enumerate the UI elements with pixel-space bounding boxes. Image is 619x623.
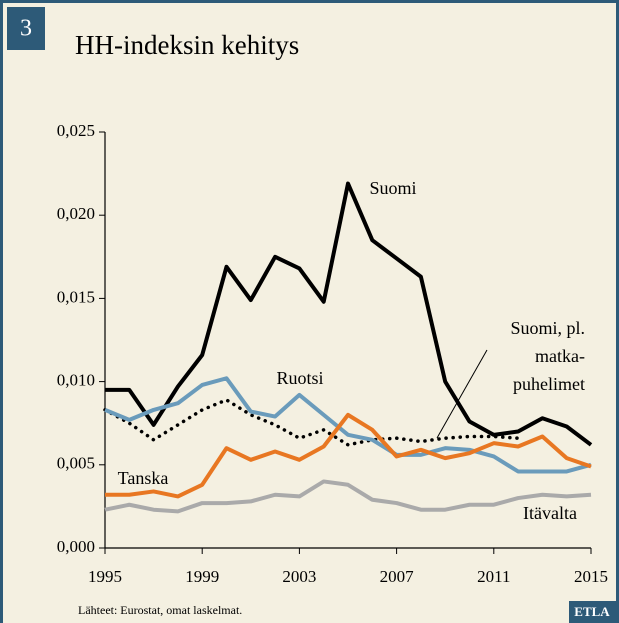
y-tick-label: 0,020 [57,204,95,223]
badge-box [7,7,45,50]
chart-title: HH-indeksin kehitys [75,30,299,60]
pointer-line [436,349,488,439]
series-label: Suomi, pl. [510,318,585,338]
y-tick-label: 0,010 [57,371,95,390]
series-line [103,398,520,447]
series-line [104,479,592,514]
y-tick-label: 0,015 [57,287,95,306]
series-line [105,181,593,447]
series-label: Suomi [369,178,416,198]
x-tick-label: 1995 [88,567,122,586]
x-tick-label: 2007 [380,567,415,586]
series-label: matka- [535,346,585,366]
badge: 3 [20,16,32,42]
y-tick-label: 0,000 [57,537,95,556]
x-tick-label: 2011 [477,567,510,586]
logo-box [569,601,619,623]
y-tick-label: 0,025 [57,121,95,140]
logo: ETLA [574,604,610,619]
series-line [104,376,592,474]
series-label: Tanska [118,468,169,488]
series-line [105,412,592,499]
series-label: Ruotsi [276,368,323,388]
x-tick-label: 1999 [185,567,219,586]
x-tick-label: 2003 [282,567,316,586]
series-label: Itävalta [523,503,577,523]
y-tick-label: 0,005 [57,454,95,473]
x-tick-label: 2015 [574,567,608,586]
series-label: puhelimet [513,374,585,394]
source: Lähteet: Eurostat, omat laskelmat. [78,603,242,617]
